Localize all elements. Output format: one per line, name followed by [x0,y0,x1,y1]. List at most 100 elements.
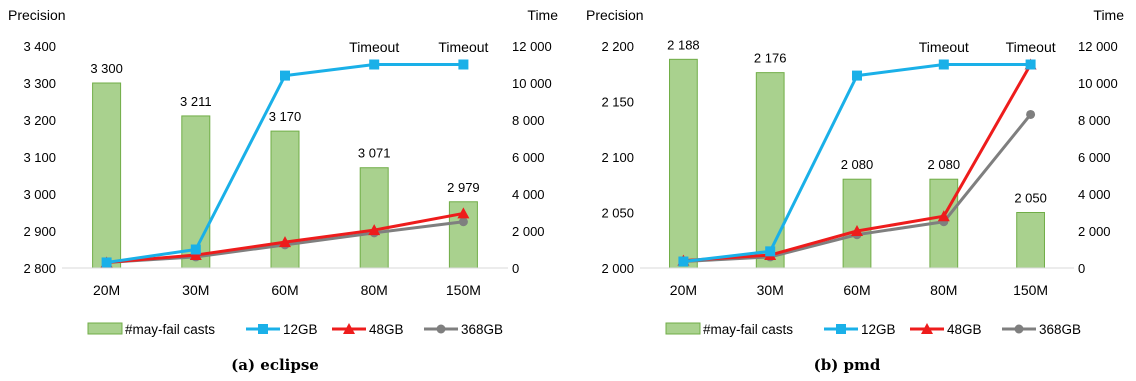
series-point [457,207,470,219]
category-label: 60M [271,282,298,298]
series-point [368,224,381,236]
right-tick-label: 8 000 [512,113,545,128]
series-point [852,70,862,81]
right-tick-label: 12 000 [512,39,552,54]
series-point [1025,59,1036,70]
right-tick-label: 8 000 [1078,113,1111,128]
bar-value-label: 2 080 [928,157,961,172]
timeout-annotation: Timeout [919,39,969,55]
left-tick-label: 2 000 [601,261,634,276]
bar-value-label: 2 979 [447,180,480,195]
right-tick-label: 10 000 [1078,76,1118,91]
series-point [851,225,863,236]
legend: #may-fail casts 12GB 48GB 368GB [87,322,503,337]
bar-value-label: 2 188 [667,37,700,52]
series-12GB [678,59,1036,267]
left-tick-label: 2 900 [23,224,56,239]
legend: #may-fail casts 12GB 48GB 368GB [665,322,1081,337]
left-tick-label: 2 200 [601,39,634,54]
bar-value-label: 3 170 [269,109,302,124]
series-point [458,217,468,227]
series-point [937,210,950,222]
right-tick-label: 0 [1078,261,1085,276]
timeout-annotation: Timeout [1006,39,1056,55]
left-axis-title: Precision [586,7,644,23]
left-tick-label: 3 400 [23,39,56,54]
right-tick-label: 6 000 [512,150,545,165]
legend-swatch-marker [921,323,933,334]
legend-swatch-bar [665,322,701,335]
legend-label: 368GB [1039,322,1081,337]
bar [92,82,122,269]
legend-label: #may-fail casts [125,322,215,337]
right-tick-label: 12 000 [1078,39,1118,54]
legend-label: 48GB [369,322,404,337]
series-point [458,59,469,70]
bar-value-label: 3 300 [90,61,123,76]
legend-label: 368GB [461,322,503,337]
series-point [369,59,380,70]
series-point [678,256,689,267]
category-label: 150M [1013,282,1048,298]
legend-swatch-marker [343,323,355,334]
left-tick-label: 3 000 [23,187,56,202]
category-label: 20M [670,282,697,298]
left-tick-label: 3 100 [23,150,56,165]
category-label: 80M [361,282,388,298]
legend-swatch-bar [87,322,123,335]
right-tick-label: 2 000 [1078,224,1111,239]
bar-value-label: 2 176 [754,51,787,66]
timeout-annotation: Timeout [349,39,399,55]
left-tick-label: 2 150 [601,95,634,110]
legend-swatch-marker [258,324,268,334]
category-label: 150M [446,282,481,298]
right-tick-label: 4 000 [1078,187,1111,202]
left-tick-label: 2 800 [23,261,56,276]
right-axis-title: Time [1093,7,1124,23]
legend-label: 48GB [947,322,982,337]
series-12GB [101,59,469,268]
bar-value-label: 2 050 [1014,191,1047,206]
left-tick-label: 3 200 [23,113,56,128]
series-point [101,257,112,268]
right-tick-label: 6 000 [1078,150,1111,165]
right-axis-title: Time [527,7,558,23]
bar-value-label: 3 211 [180,94,212,109]
panel-caption: (b) pmd [814,356,881,374]
category-label: 20M [93,282,120,298]
series-point [765,246,776,257]
legend-swatch-marker [436,324,446,334]
left-axis-title: Precision [8,7,66,23]
bar [842,178,872,269]
category-label: 80M [930,282,957,298]
bar [181,115,211,269]
legend-label: #may-fail casts [703,322,793,337]
series-point [1026,109,1036,119]
series-point [190,244,201,255]
legend-label: 12GB [861,322,896,337]
right-tick-label: 10 000 [512,76,552,91]
right-tick-label: 4 000 [512,187,545,202]
legend-label: 12GB [283,322,318,337]
chart-panel-a: Precision Time 2 800 2 900 3 000 3 100 3 200 3 … [8,7,558,374]
bar [755,72,785,269]
legend-swatch-marker [1014,324,1024,334]
bar [359,167,389,269]
bar [1016,212,1045,269]
category-label: 60M [843,282,870,298]
left-tick-label: 2 100 [601,150,634,165]
series-point [938,59,949,70]
timeout-annotation: Timeout [438,39,488,55]
left-tick-label: 2 050 [601,206,634,221]
left-tick-label: 3 300 [23,76,56,91]
right-tick-label: 2 000 [512,224,545,239]
right-tick-label: 0 [512,261,519,276]
series-point [189,249,202,261]
series-point [279,236,291,248]
category-label: 30M [757,282,784,298]
legend-swatch-marker [836,324,846,334]
bar-value-label: 3 071 [358,146,391,161]
series-point [280,70,290,81]
category-label: 30M [182,282,209,298]
